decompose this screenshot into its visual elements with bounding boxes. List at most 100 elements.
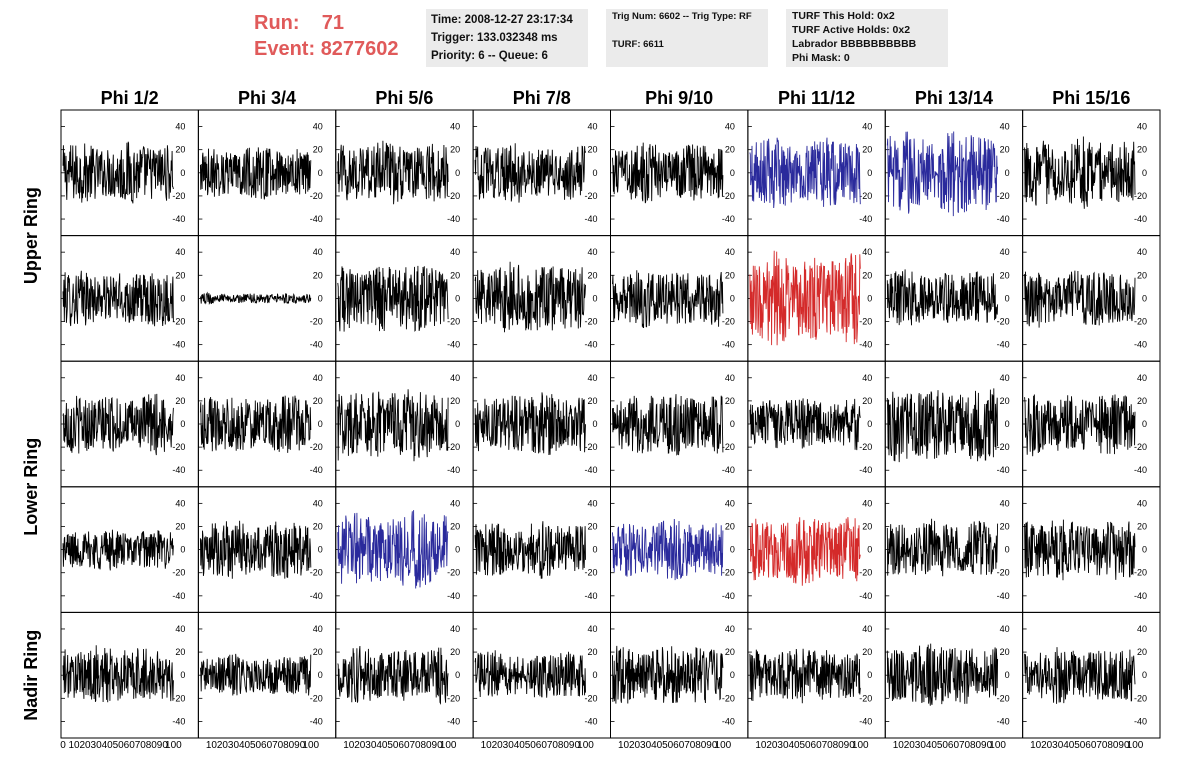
x-tick-label: 20 xyxy=(629,740,641,751)
y-tick-label: 20 xyxy=(450,145,460,155)
x-tick-label: 80 xyxy=(558,740,570,751)
y-tick-label: 40 xyxy=(862,373,872,383)
y-tick-label: 0 xyxy=(1142,419,1147,429)
y-tick-label: 40 xyxy=(313,122,323,132)
x-tick-label: 20 xyxy=(217,740,229,751)
waveform-trace xyxy=(612,142,724,204)
y-tick-label: -40 xyxy=(1134,591,1147,601)
y-tick-label: -20 xyxy=(172,693,185,703)
y-tick-label: 0 xyxy=(1142,545,1147,555)
x-tick-label: 80 xyxy=(146,740,158,751)
y-tick-label: 0 xyxy=(730,670,735,680)
run-value: 71 xyxy=(321,12,345,34)
y-tick-label: 20 xyxy=(175,270,185,280)
event-label: Event: xyxy=(254,38,316,60)
y-tick-label: -20 xyxy=(722,568,735,578)
x-tick-label: 10 xyxy=(343,740,355,751)
waveform-trace xyxy=(474,392,586,456)
y-tick-label: -20 xyxy=(997,693,1010,703)
x-tick-label: 100 xyxy=(577,740,594,751)
x-tick-label: 20 xyxy=(1041,740,1053,751)
x-tick-label: 100 xyxy=(1127,740,1144,751)
y-tick-label: 40 xyxy=(175,122,185,132)
y-tick-label: 40 xyxy=(1137,373,1147,383)
y-tick-label: 40 xyxy=(175,624,185,634)
waveform-trace xyxy=(337,510,449,589)
y-tick-label: -20 xyxy=(1134,317,1147,327)
x-tick-label: 10 xyxy=(206,740,218,751)
y-tick-label: 20 xyxy=(725,396,735,406)
y-tick-label: 20 xyxy=(313,647,323,657)
y-tick-label: 40 xyxy=(1000,122,1010,132)
x-tick-label: 30 xyxy=(1052,740,1064,751)
time-info-box: Time: 2008-12-27 23:17:34 Trigger: 133.0… xyxy=(426,9,588,67)
y-tick-label: 20 xyxy=(450,647,460,657)
y-tick-label: -40 xyxy=(1134,340,1147,350)
y-tick-label: 40 xyxy=(587,624,597,634)
y-tick-label: 20 xyxy=(1137,647,1147,657)
y-tick-label: 40 xyxy=(862,624,872,634)
waveform-trace xyxy=(749,517,861,586)
y-tick-label: -40 xyxy=(172,214,185,224)
x-tick-label: 80 xyxy=(420,740,432,751)
y-tick-label: 40 xyxy=(1000,498,1010,508)
y-tick-label: -20 xyxy=(447,568,460,578)
y-tick-label: 20 xyxy=(725,647,735,657)
y-tick-label: 40 xyxy=(450,373,460,383)
y-tick-label: 0 xyxy=(455,670,460,680)
y-tick-label: 40 xyxy=(862,247,872,257)
x-tick-label: 60 xyxy=(536,740,548,751)
y-tick-label: -20 xyxy=(722,191,735,201)
y-tick-label: 0 xyxy=(180,293,185,303)
y-tick-label: -40 xyxy=(859,214,872,224)
y-tick-label: 20 xyxy=(587,270,597,280)
y-tick-label: -20 xyxy=(997,442,1010,452)
y-tick-label: 40 xyxy=(1000,373,1010,383)
x-tick-label: 20 xyxy=(354,740,366,751)
y-tick-label: 40 xyxy=(313,624,323,634)
y-tick-label: -40 xyxy=(584,340,597,350)
y-tick-label: 40 xyxy=(1137,247,1147,257)
y-tick-label: 40 xyxy=(450,624,460,634)
x-tick-label: 40 xyxy=(376,740,388,751)
y-tick-label: -40 xyxy=(310,716,323,726)
y-tick-label: 40 xyxy=(175,373,185,383)
y-tick-label: -40 xyxy=(997,716,1010,726)
y-tick-label: -40 xyxy=(447,340,460,350)
waveform-trace xyxy=(62,645,174,703)
y-tick-label: 0 xyxy=(318,419,323,429)
waveform-trace xyxy=(474,261,586,333)
y-tick-label: -40 xyxy=(859,591,872,601)
y-tick-label: 40 xyxy=(450,498,460,508)
x-tick-label: 90 xyxy=(706,740,718,751)
y-tick-label: 20 xyxy=(862,647,872,657)
y-tick-label: 20 xyxy=(1000,145,1010,155)
column-header: Phi 7/8 xyxy=(513,88,571,108)
x-tick-label: 30 xyxy=(777,740,789,751)
y-tick-label: 20 xyxy=(1137,145,1147,155)
waveform-trace xyxy=(886,269,999,326)
y-tick-label: -20 xyxy=(310,442,323,452)
y-tick-label: 40 xyxy=(587,498,597,508)
y-tick-label: 0 xyxy=(730,545,735,555)
y-tick-label: -20 xyxy=(722,442,735,452)
x-tick-label: 40 xyxy=(926,740,938,751)
x-tick-label: 40 xyxy=(239,740,251,751)
y-tick-label: -40 xyxy=(584,716,597,726)
x-tick-label: 50 xyxy=(937,740,949,751)
x-tick-label: 10 xyxy=(618,740,630,751)
y-tick-label: 40 xyxy=(1000,247,1010,257)
x-tick-label: 30 xyxy=(915,740,927,751)
y-tick-label: -20 xyxy=(859,568,872,578)
priority-text: Priority: 6 -- Queue: 6 xyxy=(431,50,548,62)
y-tick-label: 0 xyxy=(867,670,872,680)
x-tick-label: 80 xyxy=(283,740,295,751)
y-tick-label: -40 xyxy=(310,214,323,224)
y-tick-label: 0 xyxy=(730,168,735,178)
y-tick-label: 0 xyxy=(318,670,323,680)
x-tick-label: 50 xyxy=(525,740,537,751)
y-tick-label: 20 xyxy=(450,270,460,280)
turf-active-holds-text: TURF Active Holds: 0x2 xyxy=(792,24,911,36)
y-tick-label: 0 xyxy=(730,419,735,429)
x-tick-label: 70 xyxy=(135,740,147,751)
